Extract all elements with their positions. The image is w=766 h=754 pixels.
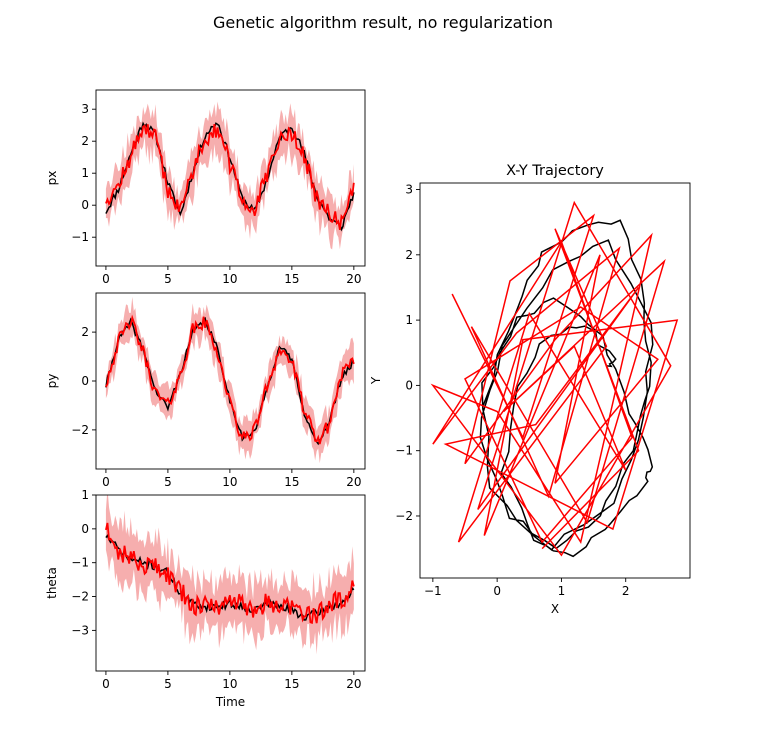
px-xtick-label: 5 <box>164 272 172 286</box>
theta-ytick-label: 1 <box>81 488 89 502</box>
theta-xtick-label: 15 <box>284 677 299 691</box>
py-xtick-label: 10 <box>222 475 237 489</box>
px-axes-frame <box>95 89 366 267</box>
px-ytick-label: 1 <box>81 166 89 180</box>
theta-xtick-label: 10 <box>222 677 237 691</box>
xy-ytick-label: 2 <box>405 248 413 262</box>
theta-xtick-label: 5 <box>164 677 172 691</box>
xy-ytick-label: 1 <box>405 313 413 327</box>
px-ytick-label: −1 <box>71 230 89 244</box>
xy-ytick-label: −2 <box>395 509 413 523</box>
theta-ylabel: theta <box>45 567 59 599</box>
py-xtick-label: 20 <box>346 475 361 489</box>
theta-estimate-line <box>105 522 355 625</box>
xy-title: X-Y Trajectory <box>506 163 604 179</box>
py-xtick-label: 5 <box>164 475 172 489</box>
xy-ytick-label: 3 <box>405 183 413 197</box>
theta-uncertainty-band <box>105 495 354 655</box>
px-plot-area <box>105 101 355 250</box>
xy-axes-frame <box>419 182 691 579</box>
xy-xtick-label: 2 <box>622 584 630 598</box>
px-ylabel: px <box>45 171 59 186</box>
py-ytick-label: 0 <box>81 374 89 388</box>
xy-ytick-label: −1 <box>395 444 413 458</box>
px-ytick-label: 0 <box>81 198 89 212</box>
px-estimate-line <box>105 123 355 230</box>
px-panel: 0 5 10 15 20 −1 0 1 2 3 px <box>45 89 366 286</box>
theta-xtick-label: 20 <box>346 677 361 691</box>
py-xtick-label: 0 <box>102 475 110 489</box>
py-uncertainty-band <box>105 296 354 464</box>
px-xtick-label: 20 <box>346 272 361 286</box>
theta-panel: 0 5 10 15 20 −3 −2 −1 0 1 theta Time <box>45 488 366 709</box>
xy-truth-path <box>479 219 654 558</box>
px-xtick-label: 10 <box>222 272 237 286</box>
xy-ylabel: Y <box>369 376 383 385</box>
xy-xtick-label: 0 <box>493 584 501 598</box>
theta-axes-frame <box>95 494 366 672</box>
py-ylabel: py <box>45 374 59 389</box>
theta-ytick-label: 0 <box>81 522 89 536</box>
xy-xlabel: X <box>551 602 559 616</box>
theta-xlabel: Time <box>215 695 245 709</box>
py-panel: 0 5 10 15 20 −2 0 2 py <box>45 292 366 489</box>
px-xtick-label: 0 <box>102 272 110 286</box>
py-ytick-label: −2 <box>71 423 89 437</box>
theta-xtick-label: 0 <box>102 677 110 691</box>
py-ytick-label: 2 <box>81 325 89 339</box>
figure-title: Genetic algorithm result, no regularizat… <box>213 13 553 32</box>
xy-trajectory-panel: −1 0 1 2 −2 −1 0 1 2 3 Y X X-Y Trajectory <box>369 163 691 616</box>
py-xtick-label: 15 <box>284 475 299 489</box>
xy-estimate-path <box>430 200 679 557</box>
theta-ytick-label: −2 <box>71 590 89 604</box>
px-ytick-label: 2 <box>81 134 89 148</box>
xy-plot-area <box>430 200 679 558</box>
theta-ytick-label: −3 <box>71 623 89 637</box>
py-estimate-line <box>105 314 355 445</box>
xy-xtick-label: 1 <box>558 584 566 598</box>
theta-ytick-label: −1 <box>71 556 89 570</box>
xy-ytick-label: 0 <box>405 378 413 392</box>
px-xtick-label: 15 <box>284 272 299 286</box>
xy-xtick-label: −1 <box>424 584 442 598</box>
py-plot-area <box>105 296 355 464</box>
px-ytick-label: 3 <box>81 102 89 116</box>
theta-plot-area <box>105 495 355 655</box>
